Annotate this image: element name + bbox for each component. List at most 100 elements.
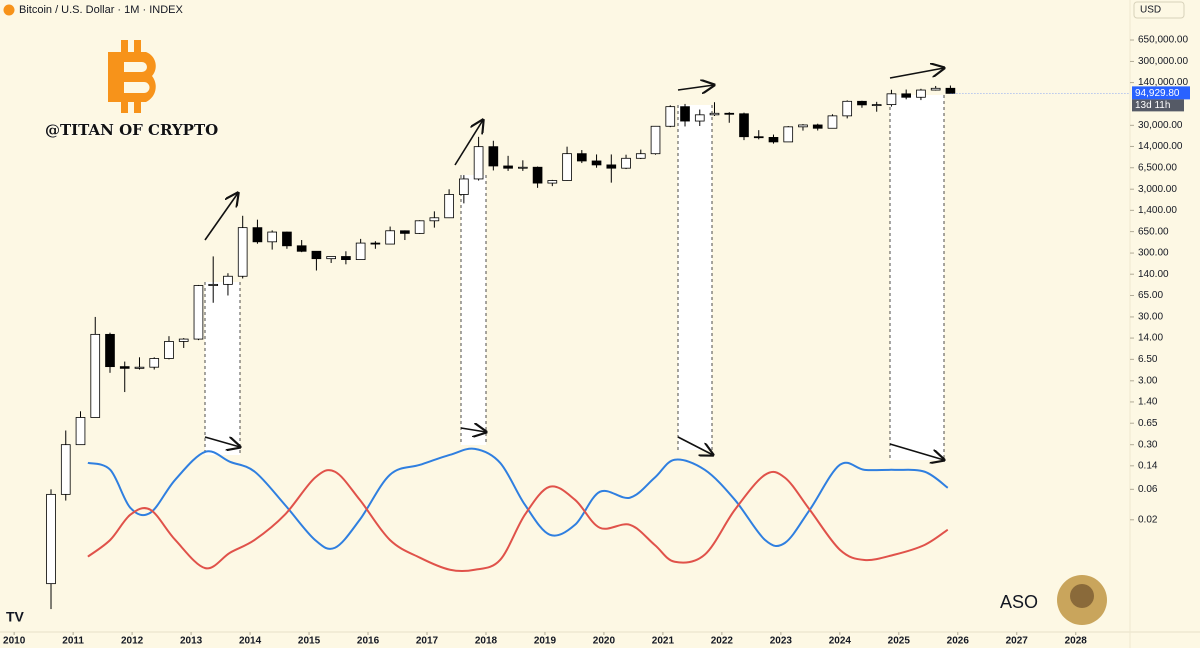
x-tick-label: 2017 (416, 636, 439, 647)
candle-body (724, 112, 735, 115)
y-tick-label: 0.30 (1138, 439, 1158, 450)
candle-body (606, 164, 617, 169)
candle-body (355, 242, 366, 261)
y-tick-label: 0.02 (1138, 514, 1158, 525)
candle-body (46, 493, 56, 585)
x-tick-label: 2024 (829, 636, 852, 647)
arrow (677, 85, 714, 90)
x-tick-label: 2025 (888, 636, 911, 647)
y-tick-label: 0.06 (1138, 484, 1158, 495)
candle-body (341, 256, 351, 261)
y-tick-label: 6.50 (1138, 354, 1158, 365)
currency: USD (1140, 5, 1161, 16)
y-tick-label: 0.14 (1138, 460, 1158, 471)
x-tick-label: 2011 (62, 636, 84, 647)
candle-body (296, 245, 307, 252)
y-tick-label: 140.00 (1138, 269, 1169, 280)
candle-body (223, 275, 233, 285)
x-tick-label: 2016 (357, 636, 380, 647)
candle-body (105, 333, 115, 368)
candle-body (562, 153, 572, 181)
countdown: 13d 11h (1135, 100, 1170, 111)
candle-body (252, 227, 263, 243)
candle-body (886, 93, 897, 106)
y-tick-label: 300.00 (1138, 248, 1169, 259)
candle-body (842, 100, 853, 117)
candle-body (694, 114, 705, 122)
symbol-icon (3, 4, 15, 16)
avatar-face (1070, 584, 1094, 608)
y-tick-label: 6,500.00 (1138, 162, 1177, 173)
candle-body (518, 166, 528, 169)
x-tick-label: 2026 (947, 636, 970, 647)
last-price-label: 94,929.80 (1135, 88, 1180, 99)
candle-body (768, 137, 779, 143)
candle-body (576, 153, 587, 162)
highlight (678, 105, 712, 450)
arrow (460, 428, 486, 432)
x-tick-label: 2028 (1065, 636, 1088, 647)
y-tick-label: 650.00 (1138, 226, 1169, 237)
candle-body (635, 153, 646, 159)
x-tick-label: 2015 (298, 636, 321, 647)
arrow (204, 436, 240, 447)
candle-body (134, 366, 145, 369)
candle-body (827, 115, 838, 129)
x-tick-label: 2027 (1006, 636, 1029, 647)
candle-body (311, 250, 322, 260)
y-tick-label: 1.40 (1138, 397, 1158, 408)
candle-body (532, 166, 543, 184)
x-tick-label: 2020 (593, 636, 616, 647)
x-tick-label: 2010 (3, 636, 26, 647)
x-tick-label: 2023 (770, 636, 793, 647)
candle-body (208, 283, 219, 286)
candle-body (871, 104, 882, 107)
arrow (204, 193, 238, 241)
candle-body (591, 160, 602, 166)
x-tick-label: 2012 (121, 636, 144, 647)
candle-body (547, 180, 558, 184)
currency-box (1133, 1, 1185, 19)
candle-body (193, 285, 204, 340)
y-tick-label: 65.00 (1138, 290, 1163, 301)
candle-body (812, 124, 823, 129)
candle-body (650, 125, 661, 155)
candle-body (798, 124, 808, 128)
candle-body (945, 87, 956, 94)
logo: TV (6, 609, 25, 625)
x-tick-label: 2014 (239, 636, 262, 647)
arrow (889, 443, 944, 460)
candle-body (709, 112, 720, 116)
candle-body (60, 444, 71, 495)
y-tick-label: 3,000.00 (1138, 184, 1177, 195)
candle-body (414, 220, 425, 234)
x-tick-label: 2018 (475, 636, 498, 647)
y-tick-label: 1,400.00 (1138, 205, 1177, 216)
x-tick-label: 2013 (180, 636, 203, 647)
x-tick-label: 2021 (652, 636, 675, 647)
candle-body (930, 87, 941, 91)
candle-body (739, 113, 749, 138)
candle-body (753, 136, 764, 139)
candle-body (488, 146, 499, 167)
candle-body (400, 230, 410, 234)
candle-body (857, 100, 867, 106)
candle-body (429, 217, 440, 222)
y-tick-label: 300,000.00 (1138, 56, 1188, 67)
last-price-box (1132, 86, 1190, 100)
candle-body (901, 93, 912, 98)
y-tick-label: 30,000.00 (1138, 120, 1183, 131)
candle-body (680, 106, 690, 122)
candle-body (326, 256, 336, 260)
candle-body (75, 417, 86, 446)
countdown-box (1132, 99, 1184, 112)
y-tick-label: 140,000.00 (1138, 77, 1188, 88)
candle-body (385, 230, 395, 245)
candle-body (783, 126, 794, 143)
candle-body (621, 157, 631, 169)
candle-body (665, 106, 676, 127)
y-tick-label: 14.00 (1138, 333, 1163, 344)
signature: ASO (1000, 592, 1038, 612)
arrow (454, 120, 483, 166)
